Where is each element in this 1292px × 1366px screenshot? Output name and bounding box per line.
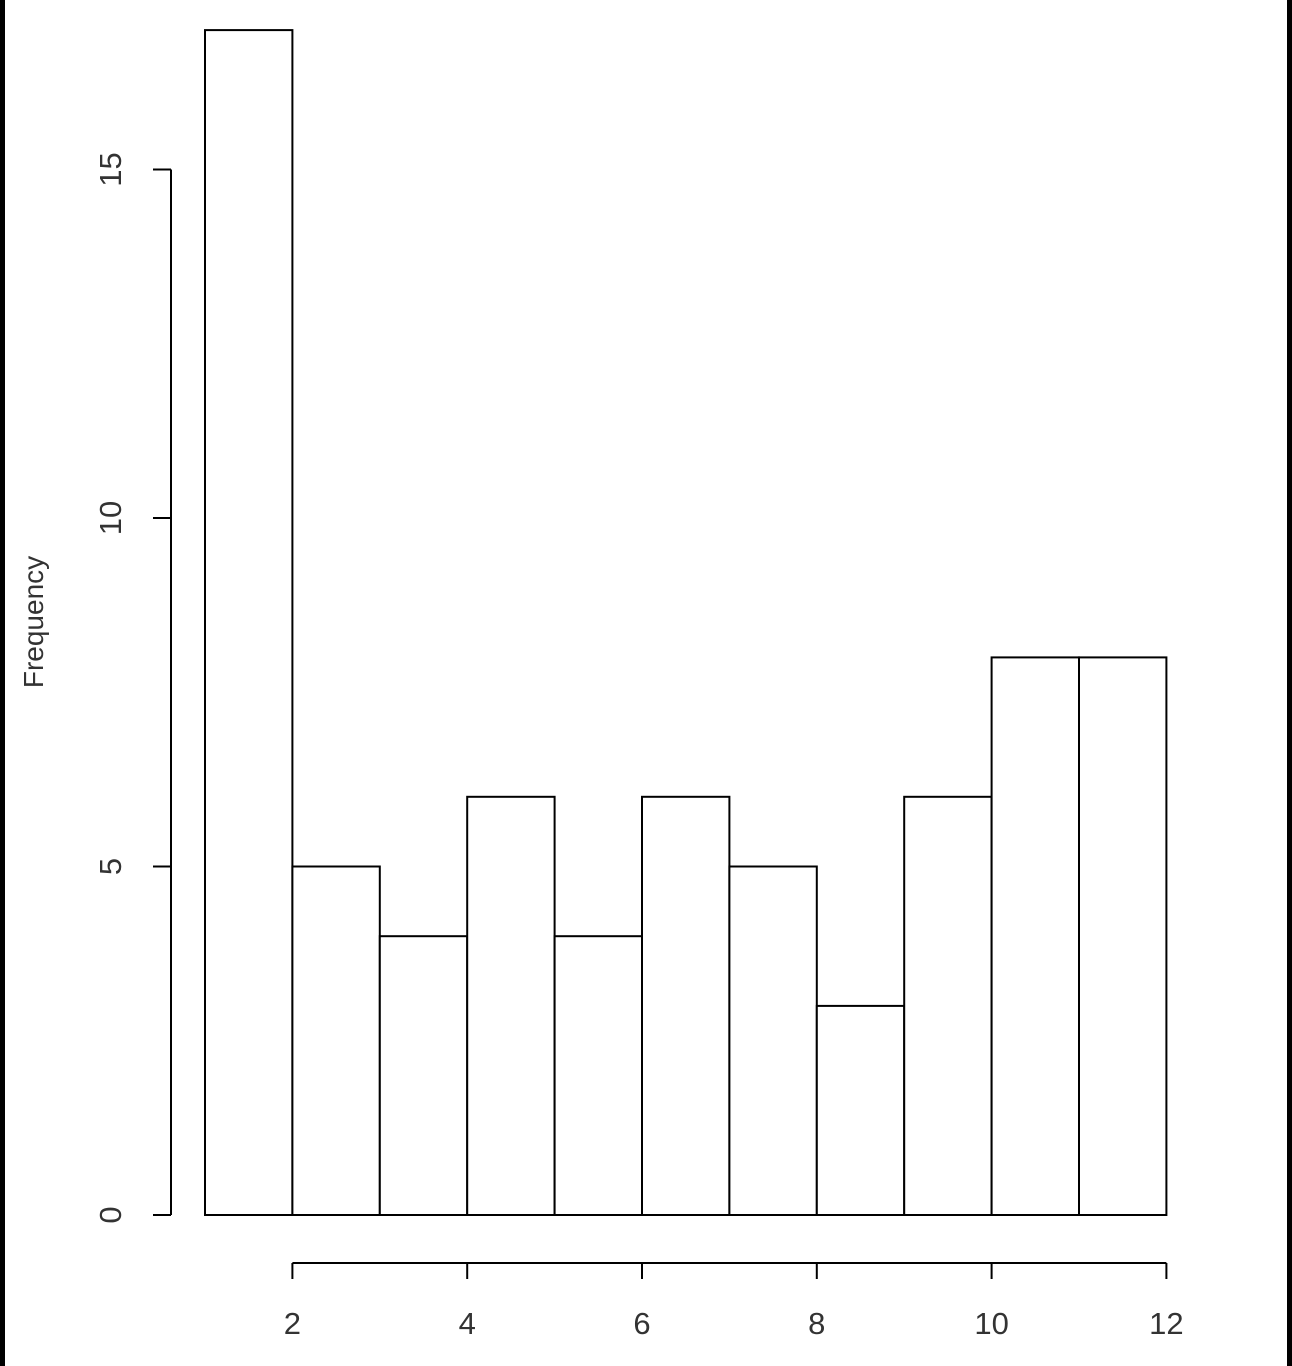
histogram-bar-6 xyxy=(641,795,731,1216)
y-tick-label: 10 xyxy=(93,501,128,535)
histogram-bar-4 xyxy=(466,795,556,1216)
histogram-chart: 0 5 10 15 2 4 6 8 10 12 Frequency xyxy=(18,29,1184,1341)
x-tick-label: 12 xyxy=(1149,1306,1183,1341)
x-tick-label: 4 xyxy=(459,1306,476,1341)
histogram-bar-5 xyxy=(553,935,643,1216)
x-tick-label: 2 xyxy=(284,1306,301,1341)
x-tick-label: 6 xyxy=(633,1306,650,1341)
histogram-bar-1 xyxy=(204,29,294,1217)
bars-group xyxy=(204,29,1168,1217)
y-tick-label: 5 xyxy=(93,858,128,875)
y-tick-label: 15 xyxy=(93,152,128,186)
histogram-bar-9 xyxy=(903,795,993,1216)
histogram-bar-7 xyxy=(728,865,818,1216)
y-axis-title: Frequency xyxy=(18,556,49,688)
x-tick-label: 8 xyxy=(808,1306,825,1341)
histogram-bar-2 xyxy=(291,865,381,1216)
x-tick-label: 10 xyxy=(974,1306,1008,1341)
histogram-bar-10 xyxy=(990,656,1080,1216)
histogram-bar-8 xyxy=(815,1004,906,1217)
histogram-bar-11 xyxy=(1078,656,1168,1216)
y-axis: 0 5 10 15 xyxy=(93,152,172,1224)
y-tick-label: 0 xyxy=(93,1206,128,1223)
chart-frame: 0 5 10 15 2 4 6 8 10 12 Frequency xyxy=(5,0,1287,1366)
histogram-bar-3 xyxy=(378,935,469,1216)
x-axis: 2 4 6 8 10 12 xyxy=(284,1262,1184,1341)
